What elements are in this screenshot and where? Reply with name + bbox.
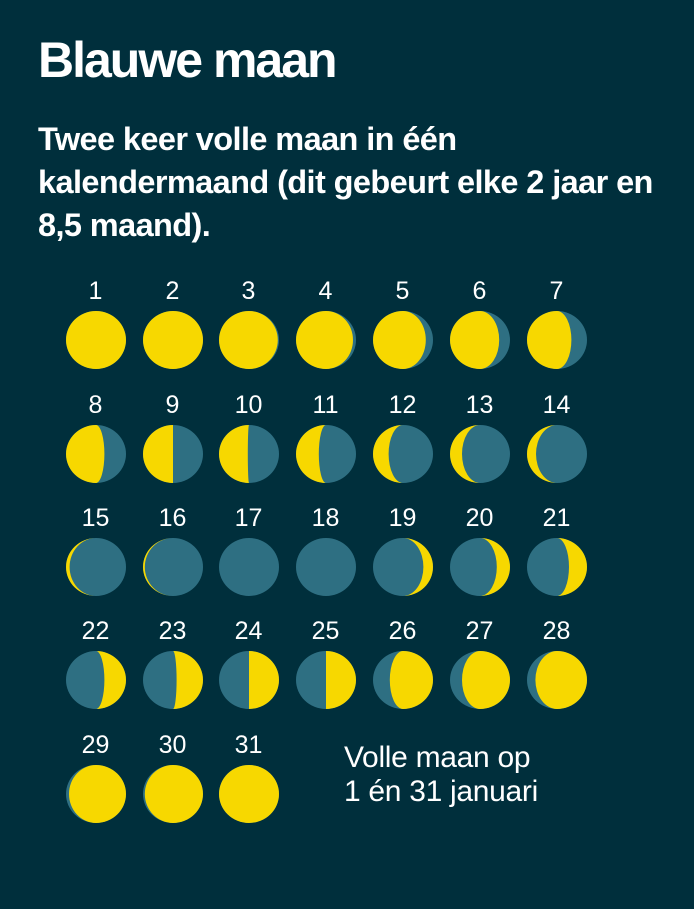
moon-day-22: 22 bbox=[57, 616, 134, 726]
note-line-2: 1 én 31 januari bbox=[344, 775, 538, 808]
day-number: 27 bbox=[465, 617, 494, 645]
day-number: 14 bbox=[542, 391, 571, 419]
note-line-1: Volle maan op bbox=[344, 741, 531, 774]
moon-icon bbox=[450, 311, 510, 369]
moon-day-24: 24 bbox=[210, 616, 287, 726]
moon-day-3: 3 bbox=[210, 276, 287, 386]
moon-day-27: 27 bbox=[441, 616, 518, 726]
moon-day-31: 31 bbox=[210, 730, 287, 840]
day-number: 24 bbox=[234, 617, 263, 645]
day-number: 5 bbox=[395, 277, 410, 305]
day-number: 19 bbox=[388, 504, 417, 532]
moon-icon bbox=[450, 425, 510, 483]
day-number: 26 bbox=[388, 617, 417, 645]
moon-day-4: 4 bbox=[287, 276, 364, 386]
moon-icon bbox=[296, 651, 356, 709]
moon-day-5: 5 bbox=[364, 276, 441, 386]
day-number: 10 bbox=[234, 391, 263, 419]
moon-icon bbox=[219, 425, 279, 483]
moon-day-12: 12 bbox=[364, 390, 441, 500]
day-number: 6 bbox=[472, 277, 487, 305]
moon-icon bbox=[296, 538, 356, 596]
moon-icon bbox=[450, 651, 510, 709]
moon-icon bbox=[527, 311, 587, 369]
moon-day-10: 10 bbox=[210, 390, 287, 500]
moon-day-15: 15 bbox=[57, 503, 134, 613]
moon-day-20: 20 bbox=[441, 503, 518, 613]
day-number: 30 bbox=[158, 731, 187, 759]
full-moon-note: Volle maan op 1 én 31 januari bbox=[344, 741, 538, 809]
moon-day-16: 16 bbox=[134, 503, 211, 613]
moon-day-19: 19 bbox=[364, 503, 441, 613]
subtitle: Twee keer volle maan in één kalendermaan… bbox=[38, 121, 653, 243]
day-number: 22 bbox=[81, 617, 110, 645]
day-number: 28 bbox=[542, 617, 571, 645]
moon-icon bbox=[66, 651, 126, 709]
moon-day-14: 14 bbox=[518, 390, 595, 500]
moon-icon bbox=[373, 425, 433, 483]
moon-icon bbox=[527, 538, 587, 596]
moon-day-18: 18 bbox=[287, 503, 364, 613]
moon-day-17: 17 bbox=[210, 503, 287, 613]
moon-day-13: 13 bbox=[441, 390, 518, 500]
day-number: 3 bbox=[241, 277, 256, 305]
day-number: 15 bbox=[81, 504, 110, 532]
day-number: 29 bbox=[81, 731, 110, 759]
moon-day-1: 1 bbox=[57, 276, 134, 386]
moon-day-9: 9 bbox=[134, 390, 211, 500]
moon-icon bbox=[373, 651, 433, 709]
moon-day-7: 7 bbox=[518, 276, 595, 386]
moon-day-25: 25 bbox=[287, 616, 364, 726]
moon-day-26: 26 bbox=[364, 616, 441, 726]
moon-icon bbox=[219, 311, 279, 369]
moon-day-23: 23 bbox=[134, 616, 211, 726]
day-number: 7 bbox=[549, 277, 564, 305]
day-number: 21 bbox=[542, 504, 571, 532]
moon-icon bbox=[527, 651, 587, 709]
day-number: 12 bbox=[388, 391, 417, 419]
moon-icon bbox=[527, 425, 587, 483]
moon-icon bbox=[450, 538, 510, 596]
moon-icon bbox=[219, 765, 279, 823]
moon-icon bbox=[373, 538, 433, 596]
moon-icon bbox=[66, 425, 126, 483]
moon-icon bbox=[66, 765, 126, 823]
moon-icon bbox=[219, 651, 279, 709]
day-number: 16 bbox=[158, 504, 187, 532]
moon-icon bbox=[66, 538, 126, 596]
day-number: 4 bbox=[318, 277, 333, 305]
day-number: 8 bbox=[88, 391, 103, 419]
moon-icon bbox=[143, 425, 203, 483]
moon-icon bbox=[373, 311, 433, 369]
day-number: 25 bbox=[311, 617, 340, 645]
moon-day-11: 11 bbox=[287, 390, 364, 500]
day-number: 11 bbox=[312, 391, 339, 419]
moon-day-8: 8 bbox=[57, 390, 134, 500]
day-number: 13 bbox=[465, 391, 494, 419]
day-number: 2 bbox=[165, 277, 180, 305]
moon-icon bbox=[66, 311, 126, 369]
moon-day-2: 2 bbox=[134, 276, 211, 386]
moon-icon bbox=[219, 538, 279, 596]
moon-day-6: 6 bbox=[441, 276, 518, 386]
moon-day-30: 30 bbox=[134, 730, 211, 840]
day-number: 20 bbox=[465, 504, 494, 532]
day-number: 18 bbox=[311, 504, 340, 532]
moon-day-28: 28 bbox=[518, 616, 595, 726]
moon-icon bbox=[296, 311, 356, 369]
day-number: 1 bbox=[88, 277, 103, 305]
moon-icon bbox=[296, 425, 356, 483]
day-number: 23 bbox=[158, 617, 187, 645]
moon-icon bbox=[143, 311, 203, 369]
day-number: 31 bbox=[234, 731, 263, 759]
page-title: Blauwe maan bbox=[38, 32, 338, 88]
moon-icon bbox=[143, 765, 203, 823]
day-number: 17 bbox=[234, 504, 263, 532]
moon-icon bbox=[143, 538, 203, 596]
moon-icon bbox=[143, 651, 203, 709]
moon-day-29: 29 bbox=[57, 730, 134, 840]
moon-day-21: 21 bbox=[518, 503, 595, 613]
day-number: 9 bbox=[165, 391, 180, 419]
